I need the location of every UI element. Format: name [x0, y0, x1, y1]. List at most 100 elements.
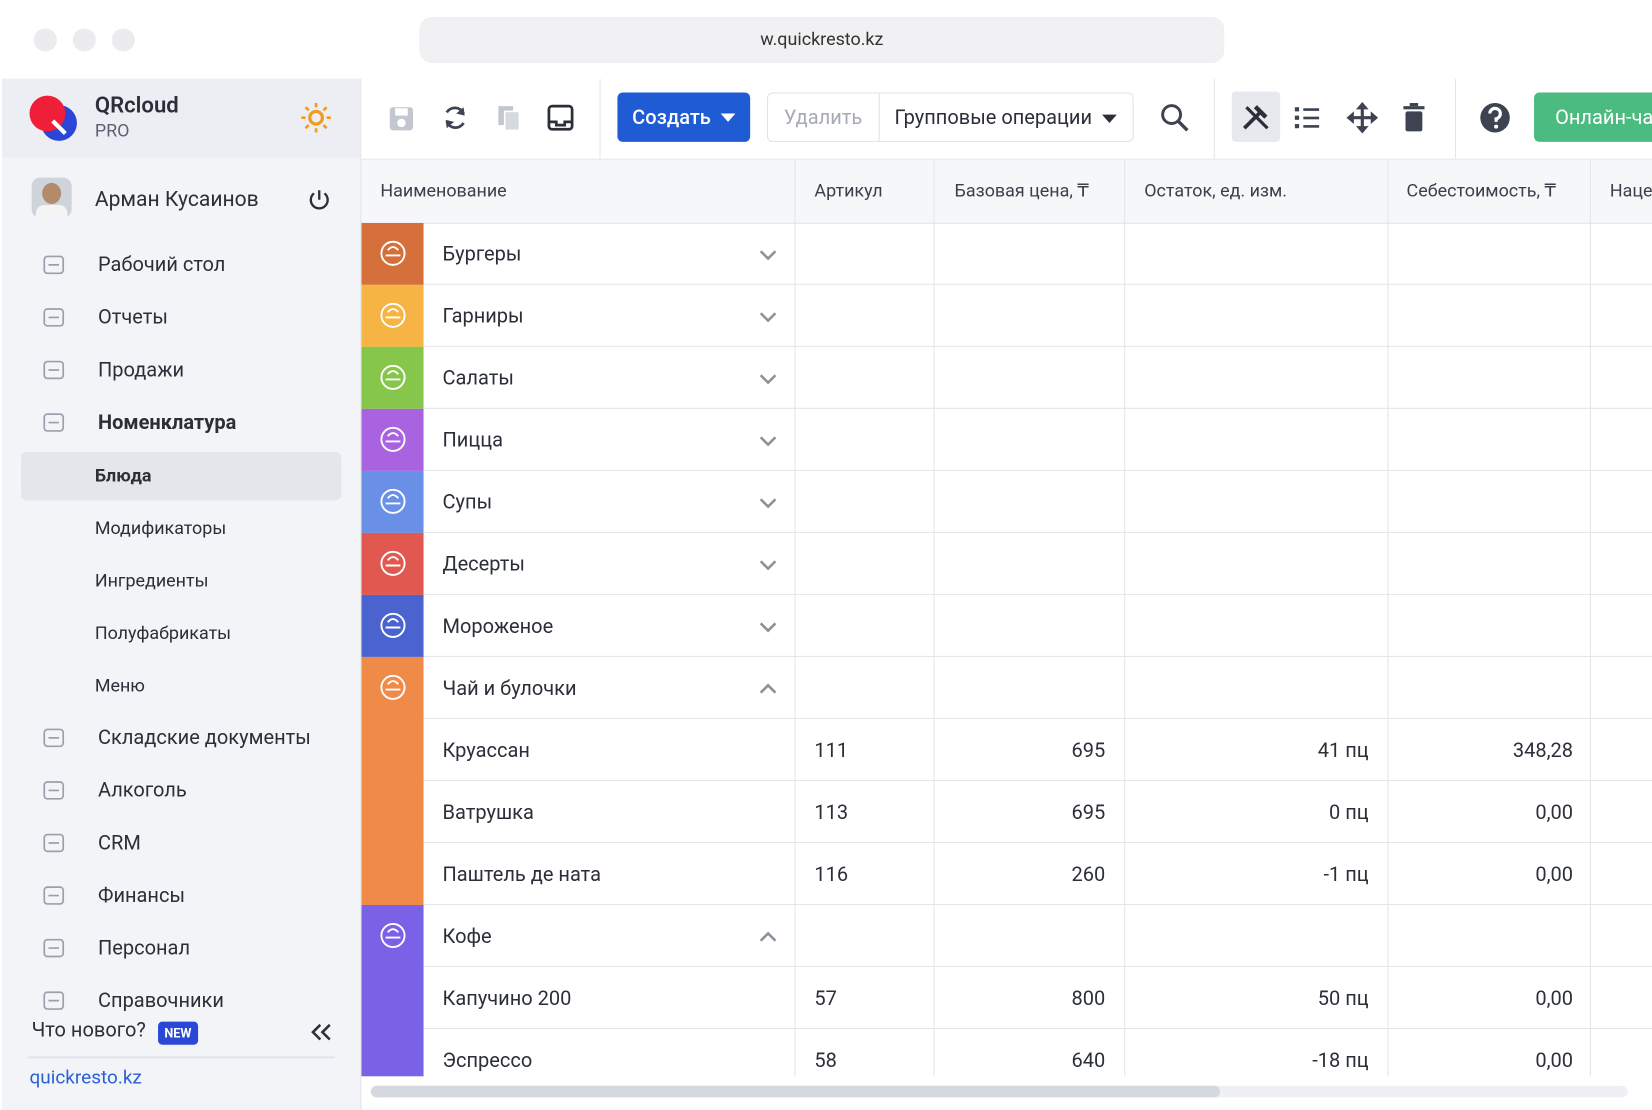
item-stock: 41 пц — [1317, 737, 1369, 763]
group-ops-button[interactable]: Групповые операции — [894, 105, 1093, 130]
online-chat-label: Онлайн-ча — [1555, 105, 1652, 130]
whats-new[interactable]: Что нового? — [31, 1017, 146, 1042]
expand-chevron[interactable] — [752, 301, 784, 333]
category-icon — [380, 426, 406, 452]
table-body: Бургеры Гарниры Салаты Пицца Супы Десерты Моро… — [361, 222, 1652, 1077]
category-row[interactable]: Салаты — [423, 347, 1652, 409]
nav-icon — [43, 308, 65, 327]
delete-button[interactable]: Удалить — [783, 105, 863, 130]
nav-icon — [43, 886, 65, 905]
site-link[interactable]: quickresto.kz — [29, 1066, 142, 1089]
expand-chevron[interactable] — [752, 611, 784, 643]
nav-subitem[interactable]: Меню — [94, 675, 145, 697]
category-row[interactable]: Супы — [423, 471, 1652, 533]
divider — [27, 1056, 336, 1059]
item-sku: 116 — [814, 861, 849, 887]
archive-button[interactable] — [545, 102, 577, 134]
nav-icon — [43, 255, 65, 275]
separator — [878, 93, 880, 141]
item-name: Круассан — [442, 737, 530, 763]
category-color-block — [361, 346, 424, 409]
item-cost: 0,00 — [1535, 799, 1574, 825]
nav-subitem[interactable]: Полуфабрикаты — [94, 623, 232, 645]
expand-chevron[interactable] — [752, 921, 784, 953]
nav-item[interactable]: Отчеты — [97, 304, 168, 329]
category-row[interactable]: Бургеры — [423, 223, 1652, 285]
category-row[interactable]: Мороженое — [423, 595, 1652, 657]
category-row[interactable]: Гарниры — [423, 285, 1652, 347]
item-row[interactable]: Круассан 111 695 41 пц 348,28 — [423, 719, 1652, 781]
nav-item[interactable]: Алкоголь — [97, 777, 187, 802]
column-header[interactable]: Наименование — [380, 180, 507, 202]
url-bar[interactable]: w.quickresto.kz — [419, 16, 1225, 64]
nav-item[interactable]: Номенклатура — [97, 409, 237, 435]
item-sku: 57 — [814, 985, 837, 1011]
nav-subitem[interactable]: Ингредиенты — [94, 570, 209, 592]
refresh-button[interactable] — [440, 103, 470, 132]
nav-subitem[interactable]: Модификаторы — [94, 518, 227, 540]
column-divider — [794, 159, 796, 1077]
item-sku: 113 — [814, 799, 849, 825]
nav-item[interactable]: Финансы — [97, 882, 185, 908]
category-color-block — [361, 904, 424, 1077]
save-button[interactable] — [387, 104, 417, 133]
copy-button[interactable] — [494, 103, 524, 132]
item-stock: -18 пц — [1312, 1047, 1369, 1073]
help-button[interactable] — [1479, 102, 1511, 134]
separator — [599, 78, 601, 159]
group-actions: Удалить Групповые операции — [767, 92, 1134, 142]
column-header[interactable]: Наце — [1609, 180, 1652, 202]
column-header[interactable]: Себестоимость, ₸ — [1406, 180, 1556, 202]
create-button[interactable]: Создать — [617, 92, 751, 142]
category-row[interactable]: Десерты — [423, 533, 1652, 595]
column-header[interactable]: Остаток, ед. изм. — [1144, 180, 1288, 202]
nav-subitem[interactable]: Блюда — [94, 465, 152, 487]
nav-item[interactable]: CRM — [97, 830, 141, 855]
collapse-button[interactable] — [310, 1021, 333, 1044]
category-row[interactable]: Чай и булочки — [423, 657, 1652, 719]
scrollbar-thumb[interactable] — [370, 1085, 1221, 1098]
expand-chevron[interactable] — [752, 487, 784, 519]
search-button[interactable] — [1159, 102, 1191, 134]
expand-chevron[interactable] — [752, 363, 784, 395]
category-name: Чай и булочки — [442, 675, 577, 701]
item-sku: 111 — [814, 737, 849, 763]
item-name: Капучино 200 — [442, 985, 572, 1011]
list-button[interactable] — [1294, 104, 1321, 131]
theme-toggle[interactable] — [300, 102, 332, 134]
item-stock: 50 пц — [1317, 985, 1369, 1011]
expand-chevron[interactable] — [752, 425, 784, 457]
item-row[interactable]: Ватрушка 113 695 0 пц 0,00 — [423, 781, 1652, 843]
nav-icon — [43, 938, 65, 958]
category-row[interactable]: Кофе — [423, 905, 1652, 968]
category-row[interactable]: Пицца — [423, 409, 1652, 471]
online-chat-button[interactable]: Онлайн-ча — [1534, 92, 1652, 142]
column-header[interactable]: Артикул — [814, 180, 883, 202]
nav-icon — [43, 781, 65, 800]
item-cost: 0,00 — [1535, 985, 1574, 1011]
user-name[interactable]: Арман Кусаинов — [94, 186, 259, 212]
item-row[interactable]: Паштель де ната 116 260 -1 пц 0,00 — [423, 843, 1652, 905]
expand-chevron[interactable] — [752, 673, 784, 705]
nav-item[interactable]: Рабочий стол — [97, 252, 226, 277]
logout-button[interactable] — [308, 188, 331, 211]
column-header[interactable]: Базовая цена, ₸ — [954, 180, 1089, 202]
move-button[interactable] — [1346, 101, 1379, 134]
trash-button[interactable] — [1401, 102, 1426, 134]
user-avatar[interactable] — [31, 177, 72, 218]
nav-item[interactable]: Продажи — [97, 357, 185, 382]
category-color-block — [361, 532, 424, 595]
expand-chevron[interactable] — [752, 239, 784, 271]
nav-item[interactable]: Персонал — [97, 935, 191, 960]
nav-item[interactable]: Складские документы — [97, 725, 311, 750]
item-price: 695 — [1071, 737, 1106, 763]
expand-chevron[interactable] — [752, 549, 784, 581]
tools-button[interactable] — [1231, 91, 1281, 142]
nav-selected-bg — [21, 451, 342, 501]
item-row[interactable]: Капучино 200 57 800 50 пц 0,00 — [423, 967, 1652, 1030]
item-price: 695 — [1071, 799, 1106, 825]
item-row[interactable]: Эспрессо 58 640 -18 пц 0,00 — [424, 1029, 1652, 1076]
item-price: 640 — [1071, 1047, 1106, 1073]
nav-item[interactable]: Справочники — [97, 988, 224, 1013]
